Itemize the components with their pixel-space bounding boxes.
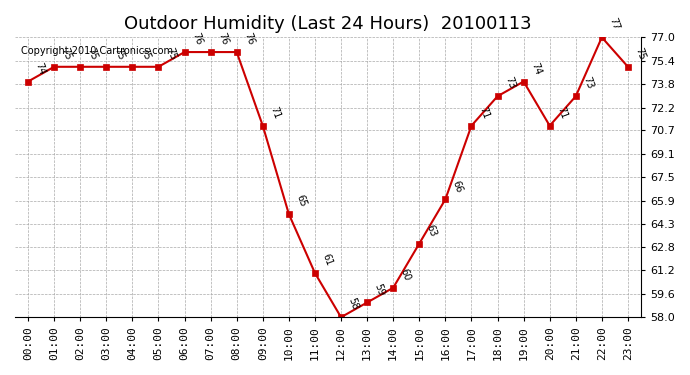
Text: 73: 73 — [581, 76, 595, 91]
Text: 74: 74 — [529, 61, 543, 76]
Text: 75: 75 — [164, 46, 178, 61]
Text: 63: 63 — [425, 223, 438, 238]
Text: 75: 75 — [59, 46, 73, 61]
Text: 75: 75 — [138, 46, 152, 61]
Text: 74: 74 — [34, 61, 47, 76]
Text: 71: 71 — [555, 105, 569, 120]
Text: 77: 77 — [607, 16, 621, 32]
Text: 76: 76 — [242, 32, 256, 46]
Text: 59: 59 — [373, 282, 386, 297]
Title: Outdoor Humidity (Last 24 Hours)  20100113: Outdoor Humidity (Last 24 Hours) 2010011… — [124, 15, 532, 33]
Text: 58: 58 — [346, 297, 360, 312]
Text: 75: 75 — [112, 46, 126, 61]
Text: 76: 76 — [216, 32, 230, 46]
Text: 60: 60 — [399, 267, 413, 282]
Text: 66: 66 — [451, 179, 464, 194]
Text: 75: 75 — [86, 46, 99, 61]
Text: 65: 65 — [295, 194, 308, 208]
Text: 71: 71 — [268, 105, 282, 120]
Text: 61: 61 — [320, 252, 334, 267]
Text: 75: 75 — [633, 46, 647, 61]
Text: Copyright 2010 Cartronics.com: Copyright 2010 Cartronics.com — [21, 46, 173, 56]
Text: 71: 71 — [477, 105, 491, 120]
Text: 76: 76 — [190, 32, 204, 46]
Text: 73: 73 — [503, 76, 517, 91]
